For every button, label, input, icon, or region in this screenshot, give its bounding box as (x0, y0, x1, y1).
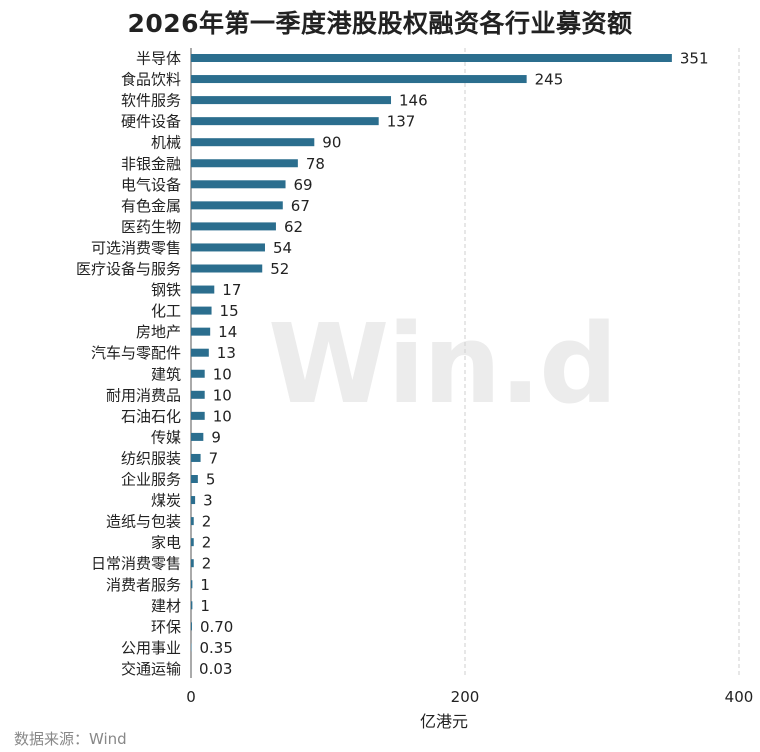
bar (191, 601, 193, 610)
category-label: 日常消费零售 (91, 555, 181, 573)
value-label: 62 (284, 218, 303, 236)
category-label: 煤炭 (151, 492, 181, 510)
value-label: 90 (322, 134, 341, 152)
bar (191, 327, 211, 336)
value-label: 245 (535, 71, 564, 89)
value-label: 10 (213, 407, 232, 425)
value-label: 67 (291, 197, 310, 215)
bar (191, 538, 194, 547)
category-label: 医药生物 (121, 218, 181, 236)
category-label: 钢铁 (151, 281, 181, 299)
value-label: 13 (217, 344, 236, 362)
category-label: 软件服务 (121, 92, 181, 110)
bar (191, 453, 201, 462)
bar (191, 180, 286, 189)
value-label: 10 (213, 365, 232, 383)
category-label: 汽车与零配件 (91, 344, 181, 362)
bar (191, 138, 315, 147)
bar (191, 475, 198, 483)
value-label: 9 (211, 428, 221, 446)
category-label: 石油石化 (121, 407, 181, 425)
bar (191, 96, 392, 105)
bar (191, 54, 672, 62)
bar (191, 264, 263, 273)
category-label: 医疗设备与服务 (76, 260, 181, 278)
category-label: 公用事业 (121, 639, 181, 657)
value-label: 7 (209, 449, 219, 467)
category-label: 造纸与包装 (106, 513, 181, 531)
value-label: 15 (220, 302, 239, 320)
category-label: 消费者服务 (106, 576, 181, 594)
category-label: 可选消费零售 (91, 239, 181, 257)
bar (191, 75, 527, 84)
bar (191, 622, 192, 631)
category-label: 建材 (151, 597, 181, 615)
value-label: 14 (218, 323, 237, 341)
category-label: 化工 (151, 302, 181, 320)
value-label: 2 (202, 555, 212, 573)
bar (191, 243, 265, 252)
value-label: 54 (273, 239, 292, 257)
x-tick-label: 400 (725, 688, 754, 706)
category-label: 食品饮料 (121, 71, 181, 89)
value-label: 1 (200, 576, 210, 594)
category-label: 非银金融 (121, 155, 181, 173)
value-label: 0.35 (199, 639, 232, 657)
bar (191, 517, 194, 526)
chart-title: 2026年第一季度港股股权融资各行业募资额 (127, 9, 633, 38)
category-label: 家电 (151, 534, 181, 552)
category-label: 房地产 (136, 323, 181, 341)
bar (191, 559, 194, 568)
category-label: 传媒 (151, 428, 181, 446)
category-label: 耐用消费品 (106, 386, 181, 404)
value-label: 137 (387, 113, 416, 131)
category-label: 纺织服装 (121, 449, 181, 467)
value-label: 0.03 (199, 660, 232, 678)
category-label: 电气设备 (121, 176, 181, 194)
value-label: 69 (294, 176, 313, 194)
bar (191, 432, 204, 441)
value-label: 10 (213, 386, 232, 404)
value-label: 5 (206, 471, 216, 489)
value-label: 146 (399, 92, 428, 110)
value-label: 78 (306, 155, 325, 173)
category-label: 企业服务 (121, 471, 181, 489)
category-label: 半导体 (136, 50, 181, 68)
bar (191, 201, 283, 210)
bar (191, 390, 205, 399)
watermark: Win.d (268, 300, 618, 428)
value-label: 2 (202, 534, 212, 552)
x-tick-label: 200 (451, 688, 480, 706)
category-label: 硬件设备 (121, 113, 181, 131)
bar (191, 285, 215, 294)
value-label: 52 (270, 260, 289, 278)
category-label: 建筑 (151, 365, 181, 383)
value-label: 0.70 (200, 618, 233, 636)
bar (191, 117, 379, 126)
bar (191, 369, 205, 378)
bar (191, 222, 276, 231)
bar (191, 580, 193, 589)
x-axis-label: 亿港元 (420, 712, 469, 731)
value-label: 351 (680, 50, 709, 68)
bar (191, 306, 212, 315)
source-note: 数据来源：Wind (14, 730, 127, 748)
bar (191, 496, 196, 505)
category-label: 机械 (151, 134, 181, 152)
value-label: 2 (202, 513, 212, 531)
bar (191, 159, 298, 168)
category-label: 有色金属 (121, 197, 181, 215)
value-label: 17 (222, 281, 241, 299)
bar (191, 411, 205, 420)
category-label: 交通运输 (121, 660, 181, 678)
category-label: 环保 (151, 618, 181, 636)
value-label: 3 (203, 492, 213, 510)
value-label: 1 (200, 597, 210, 615)
x-tick-label: 0 (186, 688, 196, 706)
bar (191, 348, 209, 357)
